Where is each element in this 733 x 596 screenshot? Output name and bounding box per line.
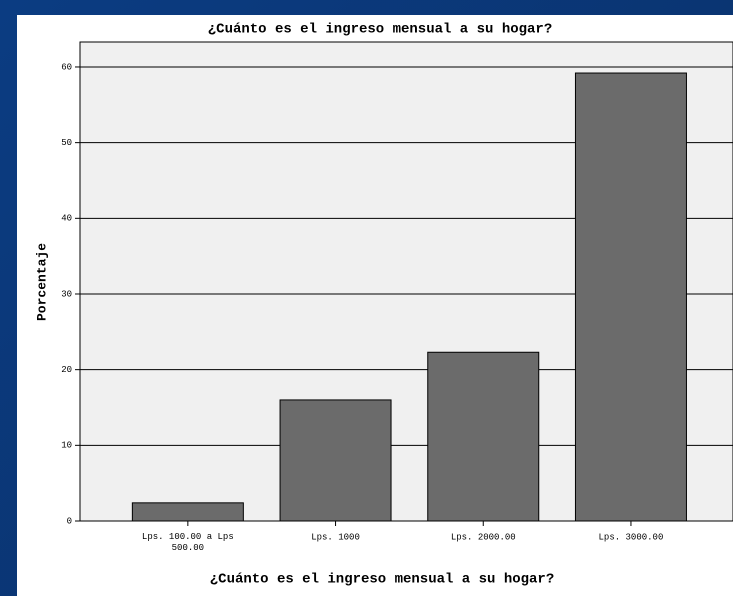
y-tick-label: 60	[61, 62, 72, 72]
bar	[574, 72, 687, 522]
x-tick-label: Lps. 100.00 a Lps 500.00	[142, 532, 234, 553]
x-tick-label: Lps. 2000.00	[451, 532, 516, 542]
y-axis-label: Porcentaje	[34, 243, 49, 321]
x-tick-label: Lps. 1000	[311, 532, 360, 542]
x-axis-label: ¿Cuánto es el ingreso mensual a su hogar…	[210, 572, 554, 588]
y-tick-label: 20	[61, 365, 72, 375]
bar	[131, 502, 244, 522]
chart-title: ¿Cuánto es el ingreso mensual a su hogar…	[208, 22, 552, 38]
bar	[427, 351, 540, 522]
y-tick-label: 40	[61, 214, 72, 224]
y-tick-label: 30	[61, 289, 72, 299]
y-tick-label: 10	[61, 441, 72, 451]
x-tick-label: Lps. 3000.00	[599, 532, 664, 542]
y-tick-label: 0	[67, 516, 72, 526]
bar	[279, 399, 392, 522]
y-tick-label: 50	[61, 138, 72, 148]
